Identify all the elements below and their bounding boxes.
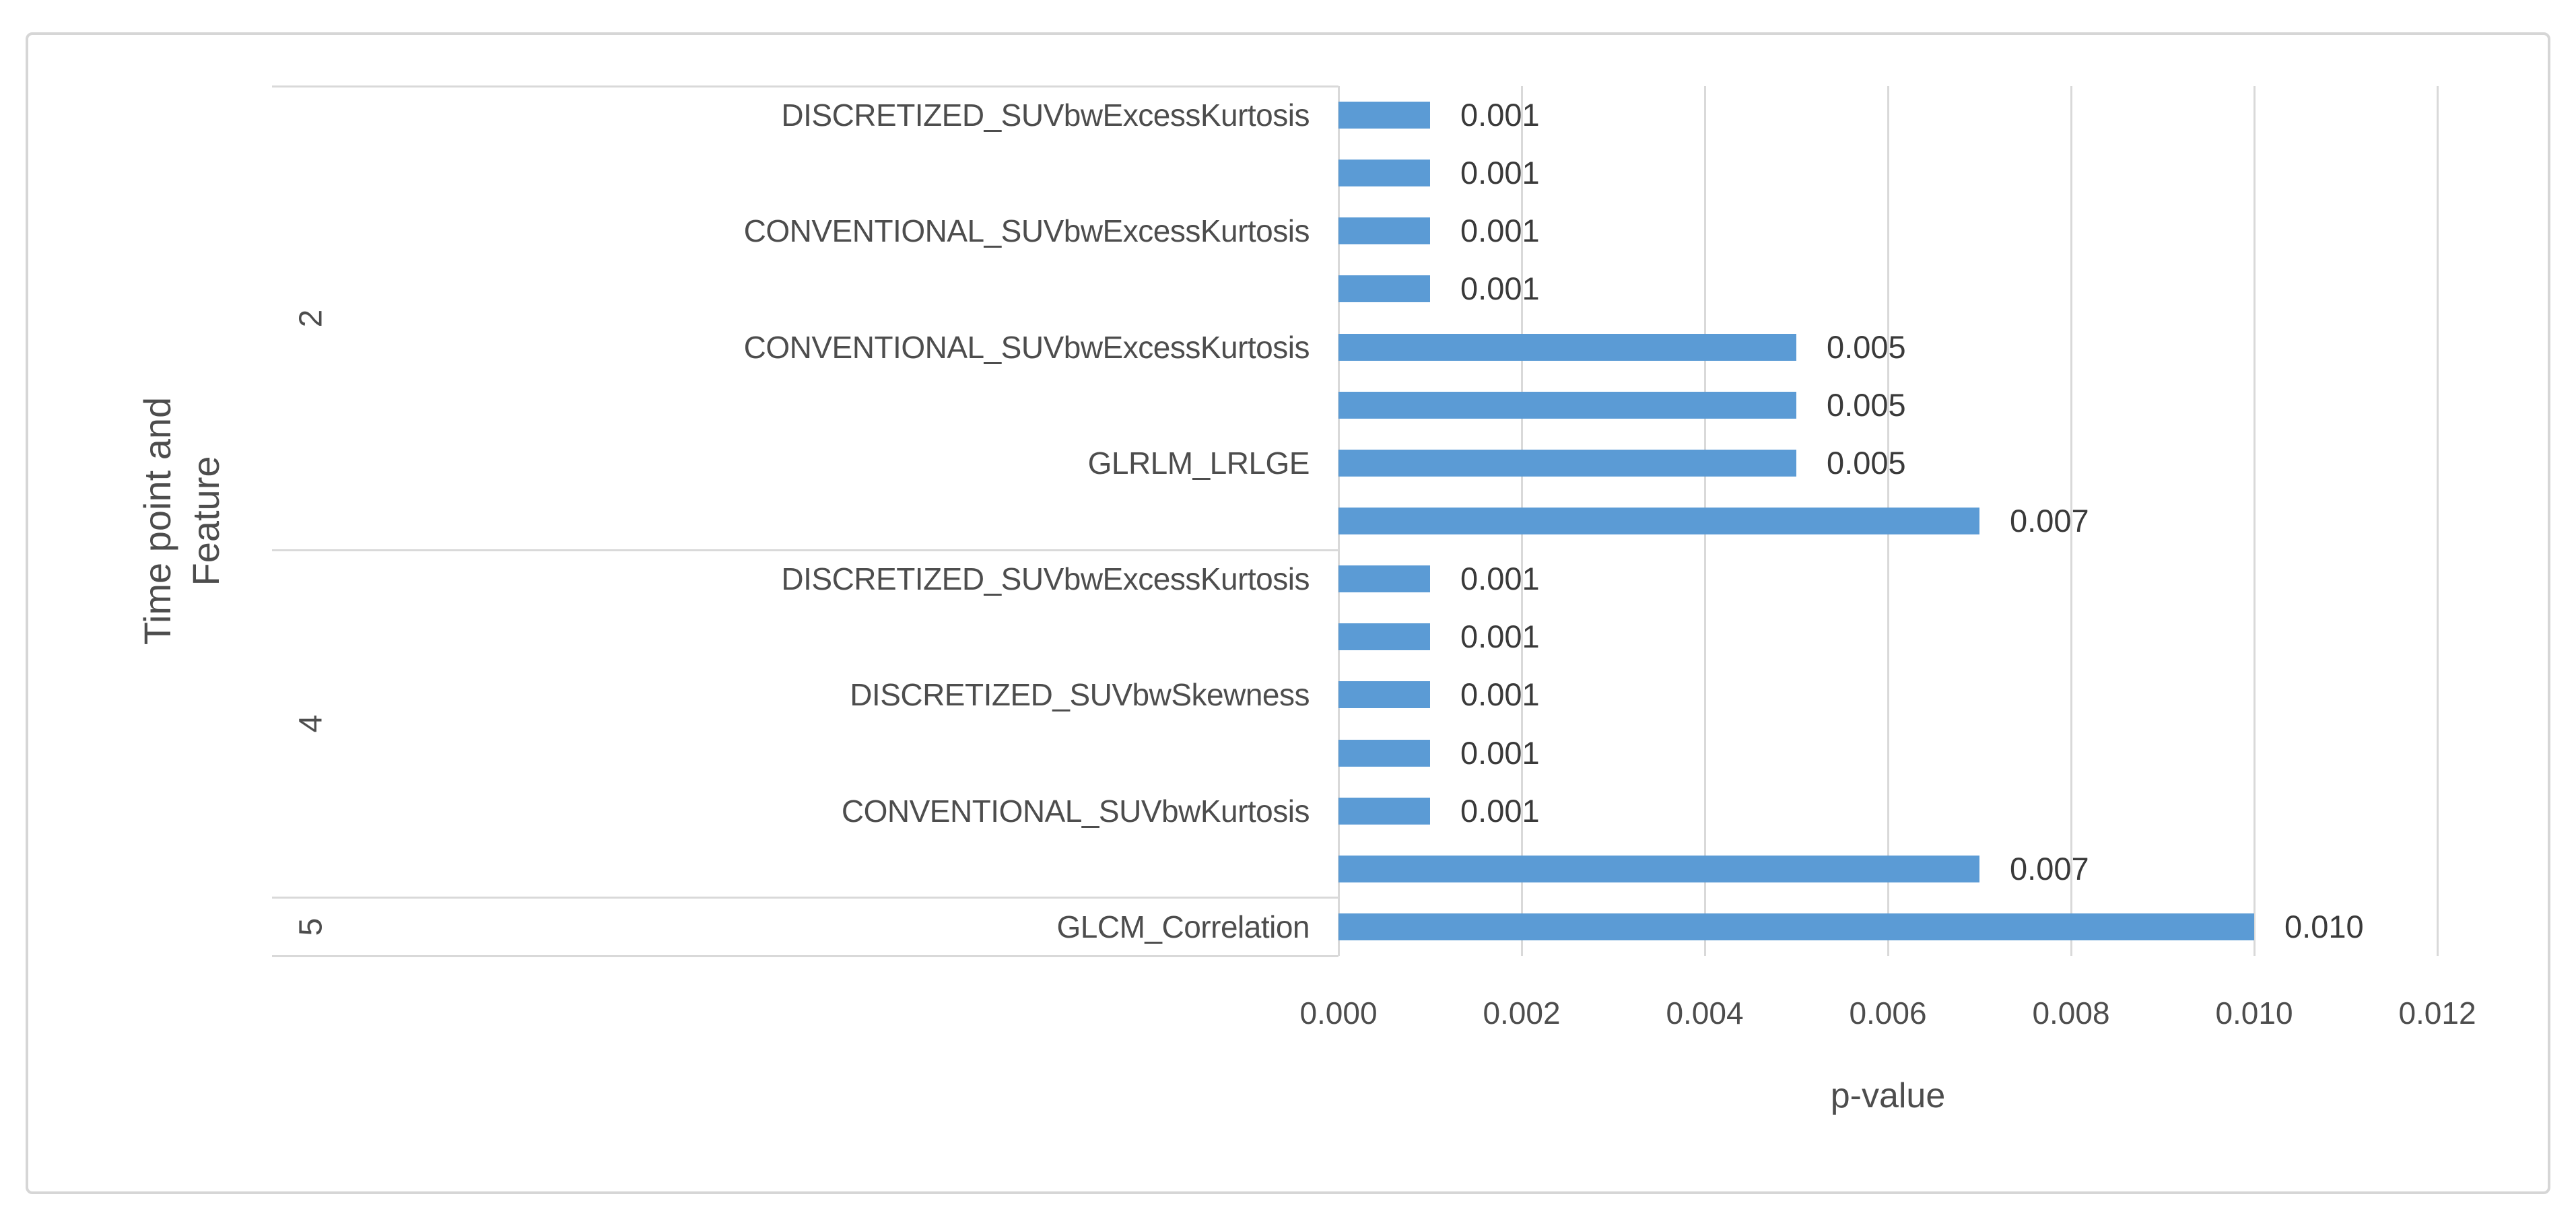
bar-value-label: 0.001 bbox=[1460, 619, 1540, 655]
feature-label: GLRLM_LRLGE bbox=[1087, 445, 1310, 481]
p-value-bar bbox=[1338, 913, 2254, 940]
p-value-bar bbox=[1338, 739, 1430, 767]
y-axis-title-line-1: Time point and bbox=[136, 396, 178, 646]
time-point-label: 5 bbox=[293, 917, 329, 936]
bar-value-label: 0.001 bbox=[1460, 97, 1540, 133]
bar-value-label: 0.001 bbox=[1460, 734, 1540, 771]
p-value-bar bbox=[1338, 681, 1430, 709]
bar-value-label: 0.005 bbox=[1827, 328, 1906, 365]
group-separator-line bbox=[272, 897, 1338, 899]
bar-value-label: 0.010 bbox=[2284, 908, 2364, 944]
chart-border bbox=[26, 32, 2550, 1194]
x-tick-label: 0.004 bbox=[1666, 996, 1744, 1031]
feature-label: CONVENTIONAL_SUVbwKurtosis bbox=[841, 793, 1310, 829]
x-tick-label: 0.002 bbox=[1483, 996, 1561, 1031]
bar-value-label: 0.005 bbox=[1827, 444, 1906, 481]
p-value-bar bbox=[1338, 160, 1430, 187]
bar-value-label: 0.001 bbox=[1460, 792, 1540, 829]
feature-label: CONVENTIONAL_SUVbwExcessKurtosis bbox=[743, 329, 1310, 365]
bar-value-label: 0.007 bbox=[2010, 503, 2089, 538]
x-tick-label: 0.012 bbox=[2398, 996, 2476, 1031]
x-gridline bbox=[2070, 86, 2072, 956]
x-gridline bbox=[2436, 86, 2439, 956]
bar-value-label: 0.007 bbox=[2010, 850, 2089, 886]
p-value-bar bbox=[1338, 217, 1430, 245]
p-value-bar bbox=[1338, 102, 1430, 129]
p-value-bar bbox=[1338, 565, 1430, 593]
bar-value-label: 0.001 bbox=[1460, 676, 1540, 713]
feature-label: GLCM_Correlation bbox=[1056, 909, 1310, 944]
p-value-bar bbox=[1338, 333, 1796, 361]
bar-value-label: 0.001 bbox=[1460, 213, 1540, 249]
p-value-bar bbox=[1338, 855, 1979, 882]
feature-label: CONVENTIONAL_SUVbwExcessKurtosis bbox=[743, 213, 1310, 249]
time-point-label: 2 bbox=[293, 309, 329, 327]
p-value-bar bbox=[1338, 275, 1430, 303]
bar-value-label: 0.001 bbox=[1460, 271, 1540, 307]
feature-label: DISCRETIZED_SUVbwExcessKurtosis bbox=[781, 98, 1310, 133]
x-gridline bbox=[2253, 86, 2256, 956]
feature-label: DISCRETIZED_SUVbwExcessKurtosis bbox=[781, 561, 1310, 597]
x-tick-label: 0.008 bbox=[2032, 996, 2110, 1031]
p-value-bar bbox=[1338, 391, 1796, 419]
y-axis-title: Time point and Feature bbox=[133, 397, 230, 645]
x-tick-label: 0.000 bbox=[1299, 996, 1378, 1031]
group-separator-line bbox=[272, 85, 1338, 88]
bar-value-label: 0.001 bbox=[1460, 155, 1540, 191]
x-axis-title: p-value bbox=[1830, 1076, 1946, 1115]
time-point-label: 4 bbox=[293, 715, 329, 733]
group-separator-line bbox=[272, 549, 1338, 551]
feature-label: DISCRETIZED_SUVbwSkewness bbox=[850, 677, 1310, 713]
p-value-bar bbox=[1338, 449, 1796, 477]
bar-value-label: 0.001 bbox=[1460, 561, 1540, 597]
p-value-bar bbox=[1338, 623, 1430, 651]
p-value-bar bbox=[1338, 797, 1430, 825]
x-tick-label: 0.006 bbox=[1849, 996, 1927, 1031]
p-value-bar bbox=[1338, 508, 1979, 534]
bar-value-label: 0.005 bbox=[1827, 386, 1906, 423]
group-separator-line bbox=[272, 954, 1338, 957]
x-tick-label: 0.010 bbox=[2215, 996, 2293, 1031]
y-axis-title-line-2: Feature bbox=[184, 456, 227, 586]
